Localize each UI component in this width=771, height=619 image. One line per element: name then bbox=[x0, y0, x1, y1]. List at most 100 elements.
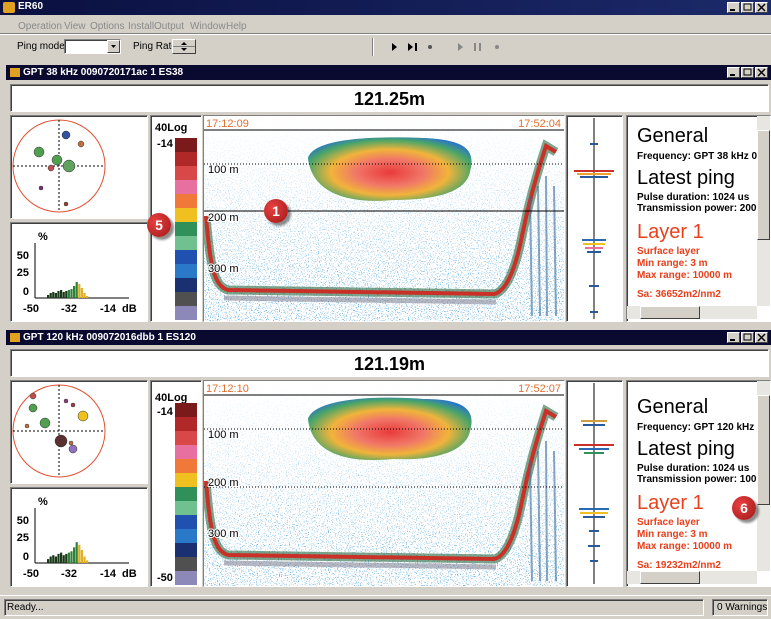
icon-cross bbox=[757, 68, 766, 77]
status-text: Ready... bbox=[7, 602, 44, 613]
arrow bbox=[111, 45, 116, 48]
colour-step bbox=[175, 445, 197, 459]
end-time: 17:52:07 bbox=[518, 383, 561, 395]
icon-rect bbox=[743, 3, 752, 11]
colour-step bbox=[175, 403, 197, 417]
histogram-y-tick: 50 bbox=[17, 515, 29, 527]
ping-mode-select[interactable] bbox=[64, 39, 121, 54]
target-position-panel bbox=[10, 115, 148, 219]
scroll-thumb[interactable] bbox=[640, 571, 700, 584]
window-button-max[interactable] bbox=[741, 67, 754, 78]
histogram-bar bbox=[65, 553, 68, 563]
play-icon bbox=[392, 43, 397, 51]
window-button-icon bbox=[730, 74, 735, 76]
ping-rate-spinner[interactable] bbox=[172, 39, 196, 54]
ping-profile bbox=[574, 383, 614, 584]
target-dot bbox=[68, 440, 74, 446]
app-title: ER60 bbox=[18, 1, 44, 12]
target-dot bbox=[77, 140, 85, 148]
colour-step bbox=[175, 236, 197, 250]
layer-heading: Layer 1 bbox=[637, 492, 704, 514]
colour-step bbox=[175, 557, 197, 571]
menu-separator bbox=[0, 33, 771, 35]
histogram-x-unit: dB bbox=[122, 303, 137, 315]
dropdown-button[interactable] bbox=[107, 40, 120, 53]
histogram-bar bbox=[70, 551, 73, 563]
info-panel: General Frequency: GPT 38 kHz 0090 Latest … bbox=[626, 115, 771, 322]
window-button-close[interactable] bbox=[755, 67, 768, 78]
depth-bar: 121.19m bbox=[10, 349, 769, 377]
histogram-bar bbox=[54, 556, 57, 563]
playback-controls[interactable] bbox=[378, 38, 508, 56]
info-heading: Latest ping bbox=[637, 167, 735, 189]
histogram-y-tick: 25 bbox=[17, 267, 29, 279]
histogram-bar bbox=[73, 286, 76, 298]
layer-line: Surface layer bbox=[637, 246, 700, 257]
depth-bar: 121.25m bbox=[10, 84, 769, 112]
warnings-field[interactable]: 0 Warnings bbox=[712, 599, 768, 616]
histogram-bar bbox=[83, 293, 86, 298]
target-dot bbox=[62, 159, 76, 173]
window-button-min[interactable] bbox=[727, 2, 740, 13]
histogram-y-tick: 0 bbox=[23, 551, 29, 563]
colour-scale-label: 40Log bbox=[155, 122, 188, 134]
icon-rect bbox=[743, 333, 752, 341]
histogram-bar bbox=[62, 292, 65, 298]
seabed-echo bbox=[204, 143, 558, 297]
callout-badge: 5 bbox=[147, 213, 171, 237]
histogram-bar bbox=[49, 556, 52, 563]
callout-badge: 1 bbox=[264, 199, 288, 223]
echogram-panel: 17:12:10 17:52:07 100 m 200 m 300 m bbox=[203, 380, 565, 587]
colour-scale-top: -14 bbox=[157, 138, 173, 150]
histogram-bar bbox=[73, 547, 76, 563]
window-icon bbox=[10, 333, 20, 342]
fish-school bbox=[308, 397, 472, 461]
ping-mode-label: Ping mode: bbox=[17, 41, 68, 52]
icon-cross bbox=[757, 333, 766, 342]
window-icon bbox=[10, 68, 20, 77]
histogram-bar bbox=[52, 292, 55, 298]
ts-histogram: % 50 25 0 -50 -32 -14 dB bbox=[17, 496, 137, 580]
window-button-close[interactable] bbox=[755, 2, 768, 13]
window-button-icon bbox=[743, 68, 752, 76]
target-dot bbox=[39, 417, 51, 429]
histogram-x-tick: -32 bbox=[61, 303, 77, 315]
histogram-bar bbox=[60, 290, 63, 298]
target-dot bbox=[51, 154, 63, 166]
stop-icon bbox=[495, 45, 499, 49]
window-button-max[interactable] bbox=[741, 332, 754, 343]
bottom-depth: 121.25m bbox=[353, 89, 426, 109]
playback-icons bbox=[392, 43, 499, 51]
echogram: 17:12:09 17:52:04 100 m 200 m 300 m bbox=[204, 116, 564, 321]
window-button-close[interactable] bbox=[755, 332, 768, 343]
colour-scale-panel: 40Log -14 -50 bbox=[150, 380, 202, 587]
window-button-max[interactable] bbox=[741, 2, 754, 13]
window-title: GPT 120 kHz 009072016dbb 1 ES120 bbox=[23, 332, 196, 343]
callout-badge: 6 bbox=[732, 496, 756, 520]
layer-line: Max range: 10000 m bbox=[637, 541, 733, 552]
histogram-y-tick: 0 bbox=[23, 286, 29, 298]
ping-profile-panel bbox=[566, 115, 623, 322]
menu-item: Help bbox=[226, 21, 247, 32]
scroll-thumb[interactable] bbox=[757, 395, 770, 505]
target-dot bbox=[28, 403, 38, 413]
toolbar-separator bbox=[372, 38, 374, 56]
histogram-x-tick: -14 bbox=[100, 303, 117, 315]
colour-step bbox=[175, 459, 197, 473]
scroll-thumb[interactable] bbox=[640, 306, 700, 319]
target-position-panel bbox=[10, 380, 148, 484]
echogram: 17:12:10 17:52:07 100 m 200 m 300 m bbox=[204, 381, 564, 586]
window-title-bar: GPT 38 kHz 0090720171ac 1 ES38 bbox=[6, 65, 771, 80]
depth-label: 200 m bbox=[208, 477, 239, 489]
window-button-min[interactable] bbox=[727, 67, 740, 78]
histogram-bar bbox=[80, 288, 83, 298]
histogram-x-tick: -50 bbox=[23, 303, 39, 315]
layer-line: Surface layer bbox=[637, 517, 700, 528]
depth-label: 300 m bbox=[208, 263, 239, 275]
scroll-thumb[interactable] bbox=[757, 130, 770, 240]
ts-histogram-panel: % 50 25 0 -50 -32 -14 dB bbox=[10, 222, 148, 322]
window-button-min[interactable] bbox=[727, 332, 740, 343]
target-dot bbox=[38, 185, 44, 191]
histogram-bar bbox=[78, 284, 81, 298]
